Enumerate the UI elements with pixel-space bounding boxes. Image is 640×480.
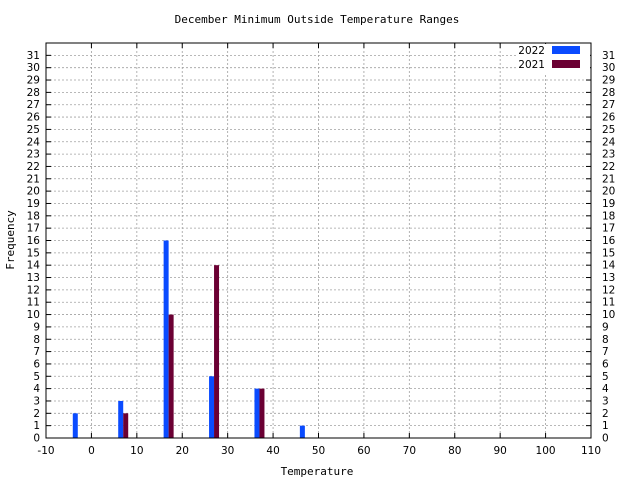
y-tick-label-right: 12 [602,284,615,296]
bar-2022 [254,388,260,438]
y-tick-label-right: 4 [602,383,609,395]
x-tick-label: 90 [493,445,506,457]
x-tick-label: 20 [176,445,189,457]
y-tick-label: 3 [33,395,40,407]
y-tick-label: 13 [27,272,40,284]
bar-2021 [214,265,220,438]
y-tick-label-right: 27 [602,99,615,111]
y-tick-label-right: 0 [602,433,609,445]
y-tick-label-right: 19 [602,198,615,210]
y-tick-label: 2 [33,408,40,420]
y-tick-label-right: 29 [602,75,615,87]
y-tick-label-right: 16 [602,235,616,247]
x-tick-label: -10 [37,445,54,457]
y-axis-label: Frequency [4,210,17,270]
y-tick-label: 18 [27,210,40,222]
y-tick-label-right: 8 [602,334,609,346]
y-tick-label: 9 [33,321,40,333]
y-tick-label: 11 [27,297,40,309]
bars-group [72,240,305,438]
legend: 2022 2021 [516,44,590,74]
bar-2022 [72,413,78,438]
y-tick-label: 5 [33,371,40,383]
y-tick-label: 30 [27,62,40,74]
x-tick-label: 30 [221,445,234,457]
y-tick-label-right: 2 [602,408,609,420]
bar-2022 [209,376,215,438]
x-axis-label: Temperature [281,465,354,478]
x-tick-label: 110 [581,445,601,457]
y-tick-label-right: 13 [602,272,615,284]
y-tick-label: 19 [27,198,40,210]
y-tick-label-right: 24 [602,136,616,148]
y-tick-label: 12 [27,284,40,296]
bar-2022 [163,240,169,438]
y-tick-label-right: 7 [602,346,609,358]
x-tick-label: 60 [357,445,370,457]
bar-2021 [259,388,265,438]
y-tick-label: 27 [27,99,40,111]
y-tick-label: 22 [27,161,40,173]
y-tick-label: 21 [27,173,40,185]
y-tick-label: 0 [33,433,40,445]
bar-2022 [299,425,305,438]
y-tick-label: 15 [27,247,40,259]
y-tick-label: 23 [27,149,40,161]
y-tick-label-right: 15 [602,247,615,259]
y-tick-label-right: 22 [602,161,615,173]
y-tick-label-right: 6 [602,358,609,370]
y-tick-label: 29 [27,75,40,87]
y-tick-label: 14 [27,260,41,272]
legend-swatch-2022 [552,46,580,54]
y-tick-label: 8 [33,334,40,346]
y-tick-label-right: 18 [602,210,615,222]
y-tick-label-right: 11 [602,297,615,309]
x-tick-label: 100 [536,445,556,457]
y-tick-label: 6 [33,358,40,370]
y-tick-label: 16 [27,235,41,247]
y-tick-label: 25 [27,124,40,136]
y-tick-label-right: 25 [602,124,615,136]
y-tick-label-right: 26 [602,112,616,124]
y-tick-label-right: 31 [602,50,615,62]
bar-2022 [118,400,124,438]
y-tick-label-right: 30 [602,62,615,74]
y-tick-label-right: 1 [602,420,609,432]
x-tick-label: 50 [312,445,325,457]
y-tick-label: 31 [27,50,40,62]
y-tick-label: 4 [33,383,40,395]
y-tick-label: 10 [27,309,40,321]
bar-2021 [123,413,129,438]
y-tick-label-right: 21 [602,173,615,185]
x-tick-label: 40 [266,445,279,457]
legend-swatch-2021 [552,60,580,68]
y-tick-label-right: 3 [602,395,609,407]
chart-title: December Minimum Outside Temperature Ran… [175,13,460,26]
x-tick-label: 10 [130,445,143,457]
y-tick-label: 20 [27,186,40,198]
x-tick-label: 70 [403,445,416,457]
bar-2021 [168,314,174,438]
y-tick-label-right: 23 [602,149,615,161]
y-tick-label-right: 9 [602,321,609,333]
grid-lines [46,43,591,438]
y-tick-label: 17 [27,223,40,235]
y-tick-label-right: 5 [602,371,609,383]
legend-label: 2021 [518,59,545,71]
y-tick-label-right: 28 [602,87,615,99]
y-tick-label: 26 [27,112,41,124]
y-tick-label: 7 [33,346,40,358]
y-tick-label-right: 14 [602,260,616,272]
y-tick-label-right: 17 [602,223,615,235]
x-tick-label: 80 [448,445,461,457]
y-tick-label: 24 [27,136,41,148]
x-tick-label: 0 [88,445,95,457]
y-tick-label: 28 [27,87,40,99]
y-tick-label-right: 10 [602,309,615,321]
y-tick-label: 1 [33,420,40,432]
y-tick-label-right: 20 [602,186,615,198]
legend-label: 2022 [518,45,545,57]
